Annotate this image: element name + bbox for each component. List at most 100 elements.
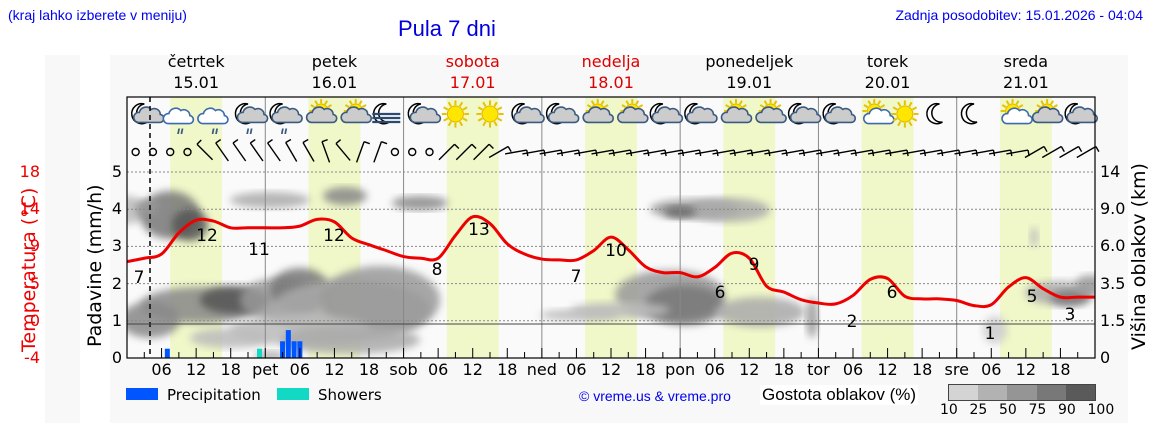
precipitation-legend-label: Precipitation bbox=[167, 386, 261, 404]
day-separators bbox=[264, 97, 958, 358]
moon-cloud-icon bbox=[511, 102, 545, 125]
temp-tick: 0 bbox=[29, 310, 40, 330]
moon-cloud-icon bbox=[407, 102, 442, 125]
moon-cloud-icon bbox=[822, 102, 857, 125]
temp-label: 7 bbox=[571, 267, 582, 287]
sun-small-cloud-icon bbox=[862, 99, 895, 125]
moon-cloud-rain-icon: ıı bbox=[269, 102, 303, 137]
x-axis-label: 18 bbox=[497, 360, 518, 379]
x-axis-label: 12 bbox=[1015, 360, 1037, 379]
moon-cloud-icon bbox=[787, 102, 822, 125]
cloud-height-tick: 14 bbox=[1100, 162, 1121, 181]
x-axis-label: sre bbox=[944, 360, 969, 379]
temperature-axis-panel bbox=[45, 55, 80, 423]
svg-text:ıı: ıı bbox=[246, 126, 253, 137]
temp-tick: 9 bbox=[29, 236, 40, 256]
x-axis-label: 12 bbox=[600, 360, 622, 379]
precip-tick: 1 bbox=[111, 310, 122, 330]
temp-label: 6 bbox=[887, 283, 898, 303]
precip-tick: 3 bbox=[111, 236, 122, 256]
temp-axis-title: Temperatura (°C) bbox=[18, 187, 40, 352]
wind-barbs bbox=[131, 138, 1100, 163]
day-name: petek bbox=[311, 52, 358, 71]
x-axis-label: 06 bbox=[427, 360, 449, 379]
cloud-rain-icon: ıı bbox=[162, 107, 195, 137]
precip-tick: 0 bbox=[111, 348, 122, 367]
x-axis-label: 18 bbox=[911, 360, 933, 379]
temp-tick: 14 bbox=[19, 199, 40, 219]
sun-cloud-icon bbox=[582, 99, 615, 124]
day-date: 17.01 bbox=[449, 73, 496, 92]
temperature-labels: 7 12 11 12 8 13 7 10 6 9 2 6 1 5 3 bbox=[134, 220, 1076, 344]
page-title: Pula 7 dni bbox=[398, 16, 496, 41]
location-menu-hint[interactable]: (kraj lahko izberete v meniju) bbox=[8, 7, 187, 23]
scale-tick: 25 bbox=[969, 402, 988, 418]
x-axis-label: 06 bbox=[566, 360, 587, 379]
temp-label: 1 bbox=[985, 324, 996, 344]
moon-cloud-rain-icon: ıı bbox=[234, 102, 269, 137]
x-axis-label: 18 bbox=[635, 360, 656, 379]
temp-label: 9 bbox=[749, 255, 760, 275]
x-axis-label: 06 bbox=[704, 360, 725, 379]
day-date: 16.01 bbox=[311, 73, 358, 92]
gridlines bbox=[127, 171, 1095, 322]
weather-icons: ıı ıı ıı ıı bbox=[131, 99, 1099, 137]
precipitation-swatch bbox=[126, 388, 158, 400]
x-axis-label: 12 bbox=[185, 360, 207, 379]
x-axis-label: 18 bbox=[1050, 360, 1071, 379]
cloud-height-axis-title: Višina oblakov (km) bbox=[1128, 163, 1150, 350]
day-date: 15.01 bbox=[173, 73, 220, 92]
moon-cloud-icon bbox=[1064, 102, 1099, 125]
moon-cloud-icon bbox=[684, 102, 718, 125]
precip-tick: 5 bbox=[111, 162, 122, 181]
day-date: 18.01 bbox=[588, 73, 634, 92]
cloud-height-tick: 0 bbox=[1100, 348, 1111, 367]
day-date: 20.01 bbox=[864, 73, 911, 92]
sun-icon bbox=[476, 100, 504, 128]
day-name: sreda bbox=[1003, 52, 1049, 71]
day-name: četrtek bbox=[167, 52, 225, 71]
moon-cloud-icon bbox=[545, 102, 580, 125]
x-axis-label: pet bbox=[252, 360, 279, 379]
temp-label: 7 bbox=[134, 268, 145, 288]
last-update: Zadnja posodobitev: 15.01.2026 - 04:04 bbox=[895, 7, 1143, 23]
temp-label: 12 bbox=[196, 226, 218, 246]
sun-cloud-icon bbox=[720, 99, 753, 124]
x-axis-label: 12 bbox=[877, 360, 898, 379]
cloud-density-scale bbox=[948, 384, 1096, 401]
temp-label: 13 bbox=[468, 220, 490, 240]
copyright-link[interactable]: © vreme.us & vreme.pro bbox=[579, 388, 731, 404]
moon-fog-icon bbox=[372, 102, 401, 125]
cloud-density-title: Gostota oblakov (%) bbox=[760, 385, 919, 405]
temp-tick: 5 bbox=[29, 273, 40, 293]
day-name: sobota bbox=[445, 52, 500, 71]
temp-label: 3 bbox=[1065, 305, 1076, 325]
temp-label: 5 bbox=[1027, 287, 1038, 307]
temperature-line bbox=[126, 214, 1095, 309]
x-ticks bbox=[126, 348, 1096, 358]
precip-tick: 2 bbox=[111, 273, 122, 293]
x-axis-label: pon bbox=[665, 360, 696, 379]
temp-tick: 18 bbox=[19, 162, 40, 181]
scale-tick: 90 bbox=[1058, 402, 1076, 418]
showers-legend-label: Showers bbox=[318, 386, 382, 404]
day-date: 19.01 bbox=[726, 73, 773, 92]
x-axis-label: 12 bbox=[739, 360, 760, 379]
moon-icon bbox=[960, 102, 978, 125]
x-axis-label: 18 bbox=[220, 360, 241, 379]
day-date: 21.01 bbox=[1002, 73, 1049, 92]
svg-text:ıı: ıı bbox=[211, 126, 218, 137]
temp-label: 12 bbox=[323, 226, 345, 246]
sun-cloud-icon bbox=[340, 99, 373, 124]
sun-small-cloud-icon bbox=[1000, 99, 1033, 125]
temp-label: 11 bbox=[248, 240, 270, 260]
day-name: ponedeljek bbox=[705, 52, 794, 71]
x-axis-label: 06 bbox=[289, 360, 311, 379]
scale-tick: 75 bbox=[1028, 402, 1047, 418]
cloud-height-tick: 9.0 bbox=[1100, 199, 1126, 219]
scale-tick: 10 bbox=[940, 402, 958, 418]
temp-label: 8 bbox=[432, 260, 443, 280]
sun-cloud-icon bbox=[616, 99, 649, 124]
sun-cloud-icon bbox=[305, 99, 338, 124]
